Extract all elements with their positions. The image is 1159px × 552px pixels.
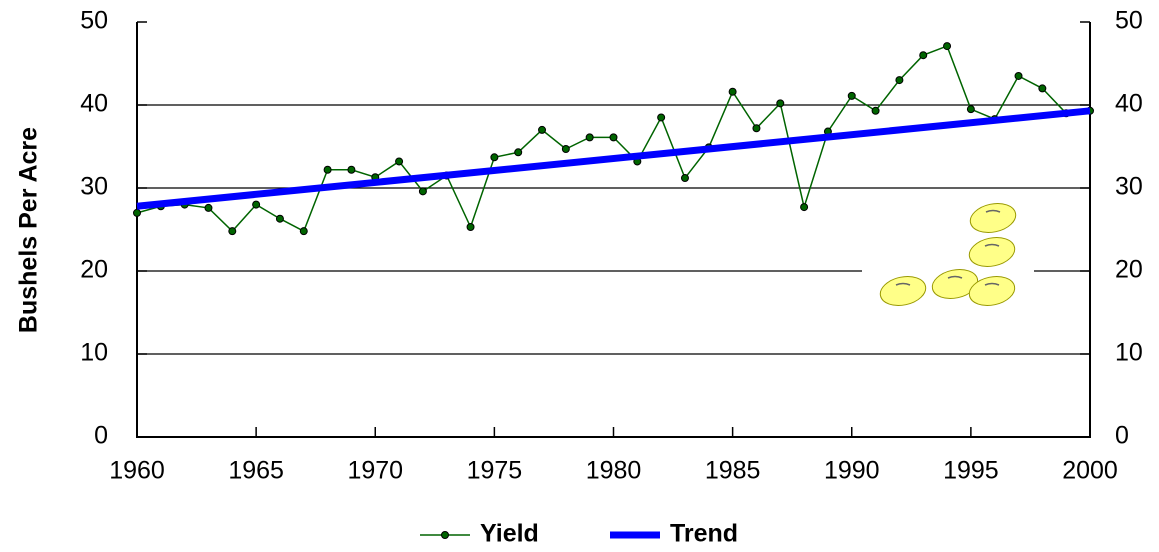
y-axis-label: Bushels Per Acre [15,127,43,333]
data-point [205,204,212,211]
data-point [610,134,617,141]
data-point [753,125,760,132]
x-tick-label: 1975 [467,457,523,485]
legend-label: Trend [670,520,738,547]
data-point [491,154,498,161]
y2-tick-label: 20 [1115,256,1143,284]
data-point [967,106,974,113]
series-line [137,111,1090,206]
data-point [872,107,879,114]
data-point [253,201,260,208]
x-tick-label: 1995 [943,457,999,485]
data-point [276,215,283,222]
data-point [944,43,951,50]
data-point [848,92,855,99]
legend-label: Yield [480,520,539,547]
legend-marker [442,532,449,539]
x-tick-label: 1985 [705,457,761,485]
data-point [920,52,927,59]
data-point [681,175,688,182]
data-point [467,224,474,231]
data-point [1039,85,1046,92]
x-tick-label: 2000 [1062,457,1118,485]
data-point [419,188,426,195]
data-point [300,228,307,235]
y-tick-label: 50 [80,7,108,35]
data-point [134,209,141,216]
y2-tick-label: 30 [1115,173,1143,201]
y2-tick-label: 50 [1115,7,1143,35]
y-tick-label: 20 [80,256,108,284]
data-point [801,204,808,211]
y2-tick-label: 40 [1115,90,1143,118]
data-point [586,134,593,141]
data-point [1015,72,1022,79]
y-tick-label: 30 [80,173,108,201]
y-tick-label: 10 [80,339,108,367]
x-tick-label: 1965 [228,457,284,485]
chart: Bushels Per Acre 0 10 20 30 40 50 0 10 20 30 40 50 1… [0,0,1159,547]
y-tick-label: 0 [94,422,108,450]
data-point [515,149,522,156]
y2-tick-label: 10 [1115,339,1143,367]
data-point [777,100,784,107]
data-point [658,114,665,121]
x-tick-label: 1970 [347,457,403,485]
data-point [539,126,546,133]
x-tick-label: 1990 [824,457,880,485]
y2-tick-label: 0 [1115,422,1129,450]
x-tick-label: 1980 [586,457,642,485]
x-tick-label: 1960 [109,457,165,485]
data-point [729,88,736,95]
data-point [896,77,903,84]
data-point [562,145,569,152]
data-point [324,166,331,173]
data-point [229,228,236,235]
data-point [396,158,403,165]
y-tick-label: 40 [80,90,108,118]
data-point [348,166,355,173]
